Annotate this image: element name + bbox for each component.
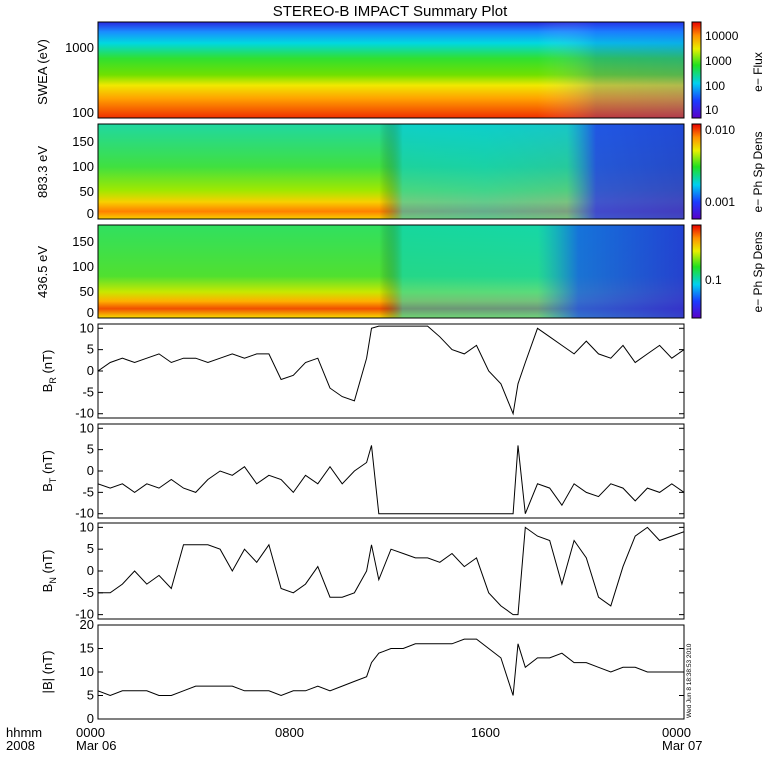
br-ytick-label: 5	[87, 342, 94, 357]
swea-cb-tick-10: 10	[705, 103, 719, 117]
swea-cb-label: e− Flux	[751, 52, 765, 92]
bn-panel: 10 5 0 -5 -10 BN (nT)	[40, 519, 685, 622]
time-tick-0000-start: 0000	[76, 725, 105, 740]
pad-883-cb-tick-0010: 0.010	[705, 123, 735, 137]
pad-436-ytick-0: 0	[87, 305, 94, 320]
pad-436-cb-label: e− Ph Sp Dens	[751, 231, 765, 312]
bn-ytick-label: -10	[75, 607, 94, 622]
pad-436-cb-tick-01: 0.1	[705, 273, 722, 287]
bn-frame	[97, 522, 685, 620]
bn-ylabel-sub: N	[48, 577, 58, 584]
pad-883-ylabel: 883.3 eV	[35, 146, 50, 198]
bt-ytick-label: 10	[80, 420, 94, 435]
br-panel: 10 5 0 -5 -10 BR (nT)	[40, 320, 685, 421]
br-ytick-label: 0	[87, 363, 94, 378]
pad-436-frame	[97, 224, 685, 319]
bmag-ytick-label: 10	[80, 664, 94, 679]
pad-883-panel: 150 100 50 0 883.3 eV 0.010 0.001 e− Ph …	[35, 123, 765, 221]
bt-ylabel-main: B	[40, 483, 55, 492]
swea-cb-tick-10000: 10000	[705, 29, 739, 43]
swea-panel: 1000 100 SWEA (eV) 10000 1000 100 10 e− …	[35, 21, 765, 120]
pad-883-ytick-50: 50	[80, 184, 94, 199]
bt-ylabel-sub: T	[48, 477, 58, 483]
bn-ylabel-unit: (nT)	[40, 550, 55, 577]
pad-883-cb-label: e− Ph Sp Dens	[751, 131, 765, 212]
br-ylabel-unit: (nT)	[40, 350, 55, 377]
swea-ylabel: SWEA (eV)	[35, 39, 50, 105]
generation-timestamp: Wed Jun 8 18:38:53 2010	[686, 643, 693, 718]
axis-label-hhmm: hhmm	[6, 725, 42, 740]
br-frame	[97, 323, 685, 419]
br-ytick-label: -10	[75, 406, 94, 421]
bmag-ylabel: |B| (nT)	[40, 651, 55, 694]
pad-436-panel: 150 100 50 0 436.5 eV 0.1 e− Ph Sp Dens	[35, 224, 765, 320]
swea-ytick-100: 100	[72, 105, 94, 120]
bmag-ylabel-main: |B|	[40, 678, 55, 693]
bn-ytick-label: 10	[80, 519, 94, 534]
bt-ytick-label: -10	[75, 506, 94, 521]
bt-ytick-label: 0	[87, 463, 94, 478]
pad-436-ytick-150: 150	[72, 234, 94, 249]
bn-ytick-label: 0	[87, 563, 94, 578]
bt-ylabel-unit: (nT)	[40, 450, 55, 477]
pad-883-ytick-100: 100	[72, 159, 94, 174]
bn-ytick-label: 5	[87, 541, 94, 556]
pad-436-ytick-50: 50	[80, 284, 94, 299]
swea-heatmap-overlay	[98, 22, 684, 118]
bt-panel: 10 5 0 -5 -10 BT (nT)	[40, 420, 685, 521]
time-tick-0000-end: 0000	[662, 725, 691, 740]
swea-cb-tick-1000: 1000	[705, 54, 732, 68]
br-ytick-label: 10	[80, 320, 94, 335]
figure-title: STEREO-B IMPACT Summary Plot	[273, 3, 508, 20]
bn-series-line	[98, 526, 684, 616]
date-start: Mar 06	[76, 738, 116, 753]
swea-ytick-1000: 1000	[65, 40, 94, 55]
pad-883-colorbar	[691, 123, 702, 220]
bt-ytick-label: 5	[87, 442, 94, 457]
br-ytick-label: -5	[82, 384, 94, 399]
pad-436-colorbar	[691, 224, 702, 319]
bn-ylabel-main: B	[40, 584, 55, 593]
br-ylabel-sub: R	[48, 377, 58, 384]
time-tick-1600: 1600	[471, 725, 500, 740]
pad-883-cb-tick-0001: 0.001	[705, 195, 735, 209]
pad-883-frame	[97, 123, 685, 220]
bmag-panel: 20 15 10 5 0 |B| (nT)	[40, 617, 685, 726]
bmag-ytick-label: 5	[87, 688, 94, 703]
bn-ytick-label: -5	[82, 585, 94, 600]
bt-ytick-label: -5	[82, 484, 94, 499]
bn-ylabel: BN (nT)	[40, 550, 58, 593]
swea-cb-tick-100: 100	[705, 79, 725, 93]
bmag-ytick-label: 20	[80, 617, 94, 632]
br-series-line	[98, 325, 684, 416]
bmag-ytick-label: 0	[87, 711, 94, 726]
pad-436-ylabel: 436.5 eV	[35, 246, 50, 298]
bt-frame	[97, 423, 685, 519]
bmag-ytick-label: 15	[80, 641, 94, 656]
pad-436-ytick-100: 100	[72, 259, 94, 274]
br-ylabel-main: B	[40, 384, 55, 393]
bmag-frame	[97, 624, 685, 720]
pad-436-heatmap-overlay	[98, 225, 684, 318]
br-ylabel: BR (nT)	[40, 350, 58, 393]
swea-colorbar	[691, 21, 702, 119]
time-axis: hhmm 2008 0000 0800 1600 0000 Mar 06 Mar…	[6, 725, 702, 753]
pad-883-ytick-150: 150	[72, 134, 94, 149]
date-end: Mar 07	[662, 738, 702, 753]
pad-883-ytick-0: 0	[87, 206, 94, 221]
bmag-ylabel-unit: (nT)	[40, 651, 55, 678]
swea-frame	[97, 21, 685, 119]
bt-series-line	[98, 445, 684, 515]
bmag-series-line	[98, 638, 684, 697]
bt-ylabel: BT (nT)	[40, 450, 58, 492]
axis-label-year: 2008	[6, 738, 35, 753]
pad-883-heatmap-overlay	[98, 124, 684, 219]
time-tick-0800: 0800	[275, 725, 304, 740]
